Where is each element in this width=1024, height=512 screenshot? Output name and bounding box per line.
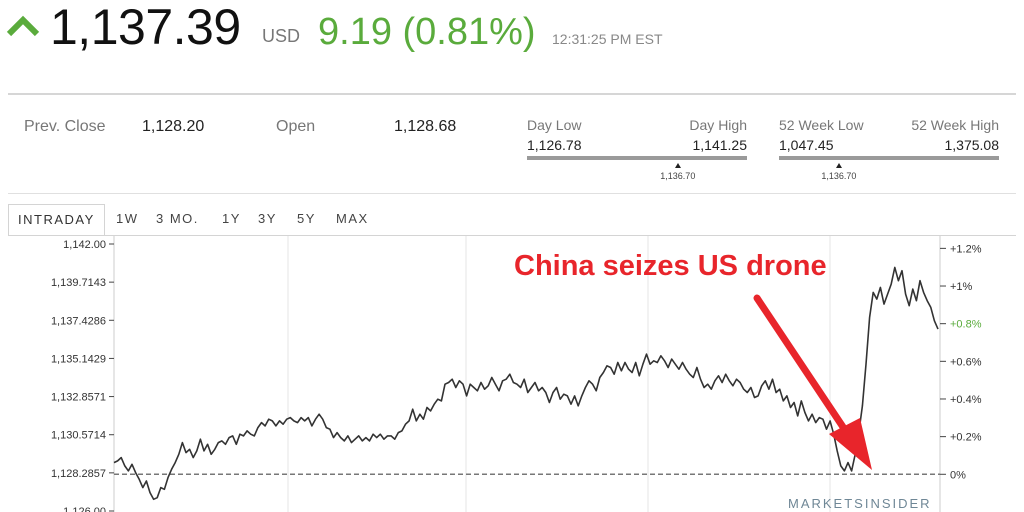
price-change: 9.19 (0.81%)	[318, 11, 536, 53]
intraday-chart: 1,142.00 1,139.7143 1,137.4286 1,135.1429 1,…	[51, 236, 982, 512]
tab-max[interactable]: MAX	[336, 211, 369, 226]
y-tick-label-left: 1,137.4286	[51, 315, 106, 327]
y-tick-label-left: 1,142.00	[63, 239, 106, 251]
y-tick-label-right: 0%	[950, 469, 966, 481]
tabs-divider	[8, 235, 1016, 236]
tab-1w[interactable]: 1W	[116, 211, 139, 226]
y-tick-label-left: 1,132.8571	[51, 392, 106, 404]
tab-1y[interactable]: 1Y	[222, 211, 241, 226]
week52-range-bar	[779, 156, 999, 160]
y-axis-right: +1.2% +1% +0.8% +0.6% +0.4% +0.2% 0%	[940, 243, 982, 481]
day-low-label: Day Low	[527, 117, 582, 133]
day-range-current-value: 1,136.70	[660, 171, 696, 181]
y-tick-label-left: 1,130.5714	[51, 430, 106, 442]
open-value: 1,128.68	[394, 118, 457, 135]
open-label: Open	[276, 118, 316, 135]
stats-divider	[8, 193, 1016, 194]
prev-close-value: 1,128.20	[142, 118, 205, 135]
y-tick-label-left: 1,135.1429	[51, 353, 106, 365]
tab-3mo[interactable]: 3 MO.	[156, 211, 199, 226]
day-low-value: 1,126.78	[527, 137, 582, 153]
week52-high-value: 1,375.08	[944, 137, 1000, 153]
week52-high-label: 52 Week High	[911, 117, 999, 133]
week52-range: 52 Week Low 52 Week High 1,047.45 1,375.…	[779, 115, 999, 181]
y-tick-label-right: +0.6%	[950, 356, 982, 368]
y-tick-label-right: +1%	[950, 281, 973, 293]
y-tick-label-right: +0.4%	[950, 394, 982, 406]
up-chevron-icon	[6, 15, 40, 37]
week52-range-marker	[835, 163, 842, 168]
watermark: MARKETSINSIDER	[788, 496, 932, 511]
day-high-label: Day High	[689, 117, 747, 133]
day-range: Day Low Day High 1,126.78 1,141.25 1,136…	[527, 115, 747, 181]
tab-3y[interactable]: 3Y	[258, 211, 277, 226]
current-price: 1,137.39	[50, 0, 241, 55]
quote-header: 1,137.39 USD 9.19 (0.81%) 12:31:25 PM ES…	[0, 0, 1024, 62]
price-line	[113, 266, 939, 501]
y-tick-label-right: +1.2%	[950, 243, 982, 255]
day-range-marker	[674, 163, 681, 168]
day-high-value: 1,141.25	[692, 137, 748, 153]
week52-range-current-value: 1,136.70	[821, 171, 857, 181]
y-tick-label-right: +0.8%	[950, 319, 982, 331]
annotation-arrow	[753, 294, 872, 470]
day-range-bar	[527, 156, 747, 160]
tab-5y[interactable]: 5Y	[297, 211, 316, 226]
week52-low-value: 1,047.45	[779, 137, 834, 153]
y-tick-label-left: 1,126.00	[63, 506, 106, 512]
annotation-text: China seizes US drone	[514, 250, 827, 282]
prev-close-label: Prev. Close	[24, 118, 106, 135]
y-tick-label-left: 1,128.2857	[51, 468, 106, 480]
y-tick-label-left: 1,139.7143	[51, 277, 106, 289]
y-axis-left: 1,142.00 1,139.7143 1,137.4286 1,135.1429 1,…	[51, 239, 114, 512]
currency-label: USD	[262, 26, 301, 46]
header-divider	[8, 93, 1016, 95]
week52-low-label: 52 Week Low	[779, 117, 864, 133]
quote-timestamp: 12:31:25 PM EST	[552, 31, 663, 47]
y-tick-label-right: +0.2%	[950, 432, 982, 444]
tab-intraday[interactable]: INTRADAY	[8, 204, 105, 236]
